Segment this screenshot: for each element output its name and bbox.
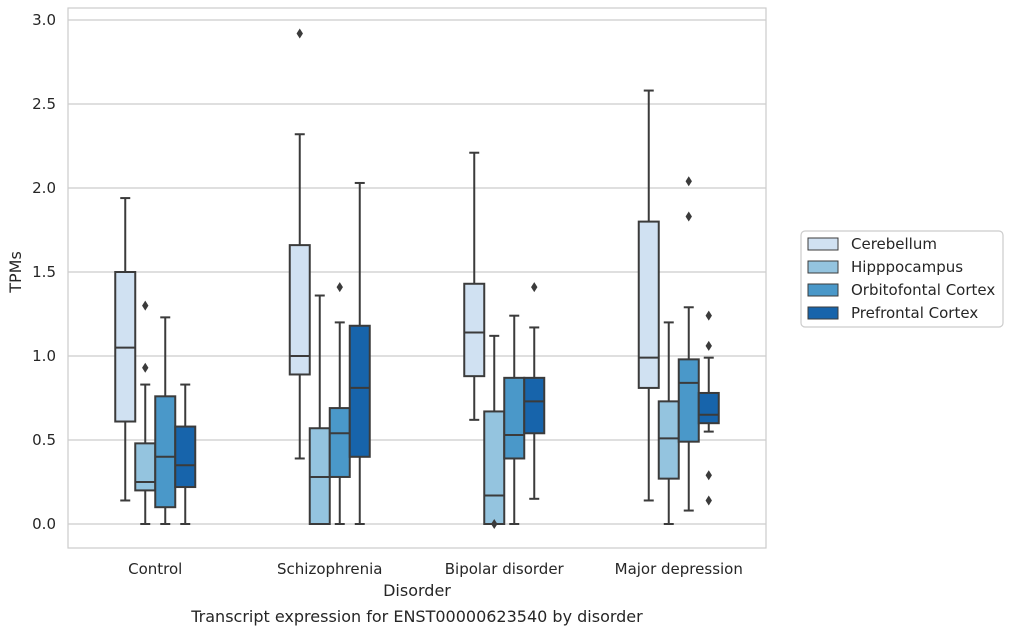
y-tick-label: 1.0 [32,347,56,365]
outlier-point [491,519,498,529]
y-tick-label: 0.5 [32,431,56,449]
y-tick-label: 1.5 [32,263,56,281]
series-orbitofontal-cortex [154,176,700,525]
box-iqr [657,400,680,480]
box-element [523,282,546,500]
box-iqr [677,358,700,443]
legend-label: Prefrontal Cortex [851,304,978,322]
box-element [503,314,526,525]
outlier-point [685,211,692,222]
box-iqr [348,324,371,458]
box-element [154,316,177,525]
box-iqr [523,376,546,435]
series-prefrontal-cortex [174,181,720,525]
box-iqr [328,407,351,478]
y-tick-label: 2.5 [32,95,56,113]
y-axis-label: TPMs [6,251,25,294]
box-iqr [174,425,197,489]
series-hipppocampus [134,294,680,529]
box-element [463,151,486,421]
outlier-point [296,28,303,39]
box-element [114,197,137,502]
legend-label: Cerebellum [851,235,937,253]
box-element [288,28,311,460]
plot-frame [67,7,767,549]
box-iqr [637,220,660,389]
outlier-point [705,340,712,351]
outlier-point [705,470,712,481]
legend-swatch [807,306,839,320]
legend-swatch [807,260,839,274]
box-element [134,300,157,525]
outlier-point [531,282,538,293]
box-iqr [154,395,177,509]
y-tick-label: 2.0 [32,179,56,197]
box-iqr [288,244,311,376]
outlier-point [705,310,712,321]
box-element [174,383,197,525]
legend-label: Hipppocampus [851,258,963,276]
box-element [677,176,700,512]
x-tick-label: Bipolar disorder [445,560,565,578]
legend-frame [800,230,1004,328]
outlier-point [685,176,692,187]
outlier-point [336,282,343,293]
x-tick-label: Control [128,560,182,578]
x-axis-label: Disorder [383,581,451,600]
legend-label: Orbitofontal Cortex [851,281,995,299]
box-iqr [134,442,157,492]
box-element [328,282,351,525]
box-element [308,294,331,525]
box-iqr [483,410,506,525]
x-tick-label: Schizophrenia [277,560,382,578]
x-tick-labels: Control Schizophrenia Bipolar disorder Majo… [128,560,743,578]
x-tick-label: Major depression [615,560,743,578]
legend-swatch [807,237,839,251]
outlier-point [142,362,149,373]
box-element [697,310,720,506]
box-iqr [697,391,720,425]
series-cerebellum [114,28,660,502]
box-iqr [463,282,486,378]
box-series [114,28,720,529]
outlier-point [142,300,149,311]
y-tick-labels: 0.0 0.5 1.0 1.5 2.0 2.5 3.0 [32,11,56,533]
box-element [657,321,680,525]
box-element [483,334,506,529]
y-tick-label: 3.0 [32,11,56,29]
box-iqr [503,376,526,460]
box-element [348,181,371,525]
box-element [637,89,660,502]
y-tick-label: 0.0 [32,515,56,533]
outlier-point [705,495,712,506]
chart-caption: Transcript expression for ENST0000062354… [190,607,643,626]
legend: Cerebellum Hipppocampus Orbitofontal Corte… [800,230,1004,328]
legend-swatch [807,283,839,297]
